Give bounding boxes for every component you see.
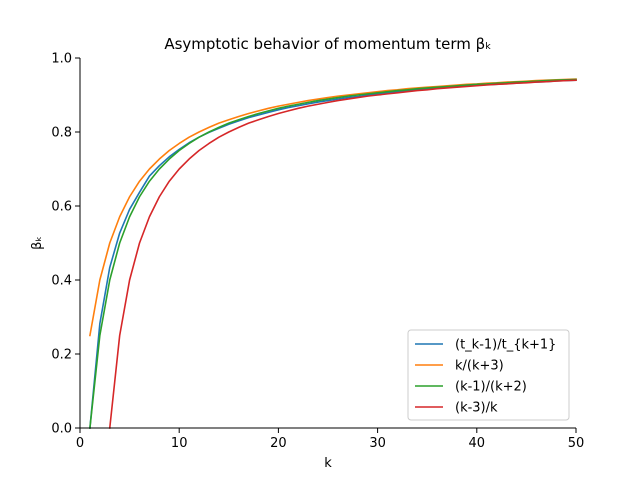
x-tick-label: 0 <box>76 436 84 451</box>
x-axis-label: k <box>324 456 332 471</box>
y-tick-label: 0.0 <box>51 422 72 437</box>
y-tick-label: 0.4 <box>51 274 72 289</box>
chart-title: Asymptotic behavior of momentum term βₖ <box>164 35 491 53</box>
y-tick-label: 0.8 <box>51 126 72 141</box>
x-tick-label: 30 <box>369 436 386 451</box>
series-line-3 <box>89 78 577 429</box>
series-line-4 <box>108 79 577 429</box>
legend-entry-label: (k-3)/k <box>455 401 498 416</box>
x-axis-ticks: 0 10 20 30 40 50 <box>76 428 584 451</box>
x-tick-label: 40 <box>469 436 486 451</box>
legend-entry-label: (t_k-1)/t_{k+1} <box>455 338 556 353</box>
y-tick-label: 0.2 <box>51 348 72 363</box>
y-tick-label: 1.0 <box>51 52 72 67</box>
legend-frame <box>407 329 570 421</box>
y-axis-label: βₖ <box>30 236 45 250</box>
x-tick-label: 10 <box>171 436 188 451</box>
legend: (t_k-1)/t_{k+1} k/(k+3) (k-1)/(k+2) (k-3)/k <box>407 329 570 421</box>
series-layer <box>88 78 577 429</box>
legend-entry-label: k/(k+3) <box>455 359 504 374</box>
x-tick-label: 20 <box>270 436 287 451</box>
y-axis-ticks: 0.0 0.2 0.4 0.6 0.8 1.0 <box>51 52 80 437</box>
legend-entry-label: (k-1)/(k+2) <box>455 380 527 395</box>
x-tick-label: 50 <box>568 436 585 451</box>
y-tick-label: 0.6 <box>51 200 72 215</box>
